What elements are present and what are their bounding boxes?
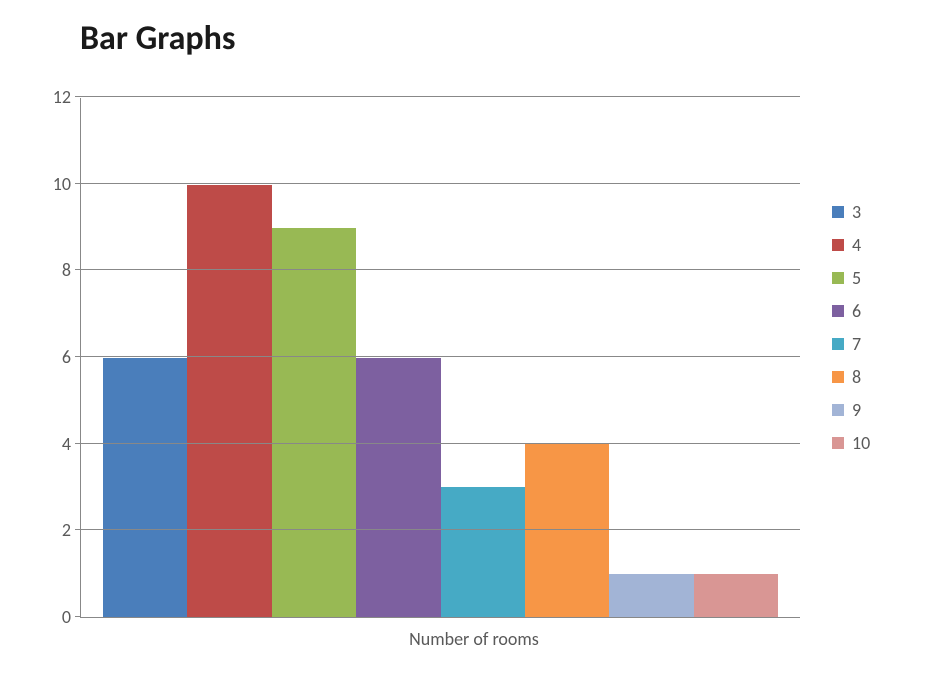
chart-container: Bar Graphs 024681012 Number of rooms 345…: [0, 0, 948, 697]
legend-item: 9: [832, 399, 870, 421]
bar: [609, 574, 693, 617]
legend-label: 8: [852, 366, 861, 388]
legend-item: 6: [832, 300, 870, 322]
bar: [441, 487, 525, 617]
gridline: [81, 183, 800, 184]
legend-item: 10: [832, 432, 870, 454]
legend-item: 5: [832, 267, 870, 289]
legend-label: 10: [852, 432, 870, 454]
y-tick-label: 6: [62, 346, 81, 368]
bar: [356, 358, 440, 618]
legend-label: 3: [852, 201, 861, 223]
gridline: [81, 269, 800, 270]
legend-label: 9: [852, 399, 861, 421]
legend-swatch: [832, 206, 844, 218]
x-axis-label: Number of rooms: [0, 628, 948, 650]
legend-label: 7: [852, 333, 861, 355]
legend-item: 3: [832, 201, 870, 223]
bar: [103, 358, 187, 618]
plot-area: 024681012: [80, 98, 800, 618]
y-tick-label: 10: [53, 173, 81, 195]
y-tick-label: 12: [53, 86, 81, 108]
legend-item: 7: [832, 333, 870, 355]
bar: [187, 185, 271, 618]
legend: 3 4 5 6 7 8 9 10: [832, 190, 870, 465]
bar: [525, 444, 609, 617]
legend-swatch: [832, 404, 844, 416]
legend-label: 4: [852, 234, 861, 256]
y-tick-label: 4: [62, 433, 81, 455]
y-tick-label: 2: [62, 519, 81, 541]
y-tick-label: 0: [62, 606, 81, 628]
legend-swatch: [832, 338, 844, 350]
legend-item: 8: [832, 366, 870, 388]
legend-item: 4: [832, 234, 870, 256]
legend-swatch: [832, 305, 844, 317]
bars-group: [81, 98, 800, 617]
legend-swatch: [832, 239, 844, 251]
gridline: [81, 356, 800, 357]
legend-swatch: [832, 272, 844, 284]
chart-title: Bar Graphs: [80, 18, 235, 59]
gridline: [81, 96, 800, 97]
bar: [694, 574, 778, 617]
gridline: [81, 443, 800, 444]
legend-label: 5: [852, 267, 861, 289]
bar: [272, 228, 356, 617]
y-tick-label: 8: [62, 259, 81, 281]
legend-swatch: [832, 371, 844, 383]
gridline: [81, 529, 800, 530]
legend-label: 6: [852, 300, 861, 322]
legend-swatch: [832, 437, 844, 449]
